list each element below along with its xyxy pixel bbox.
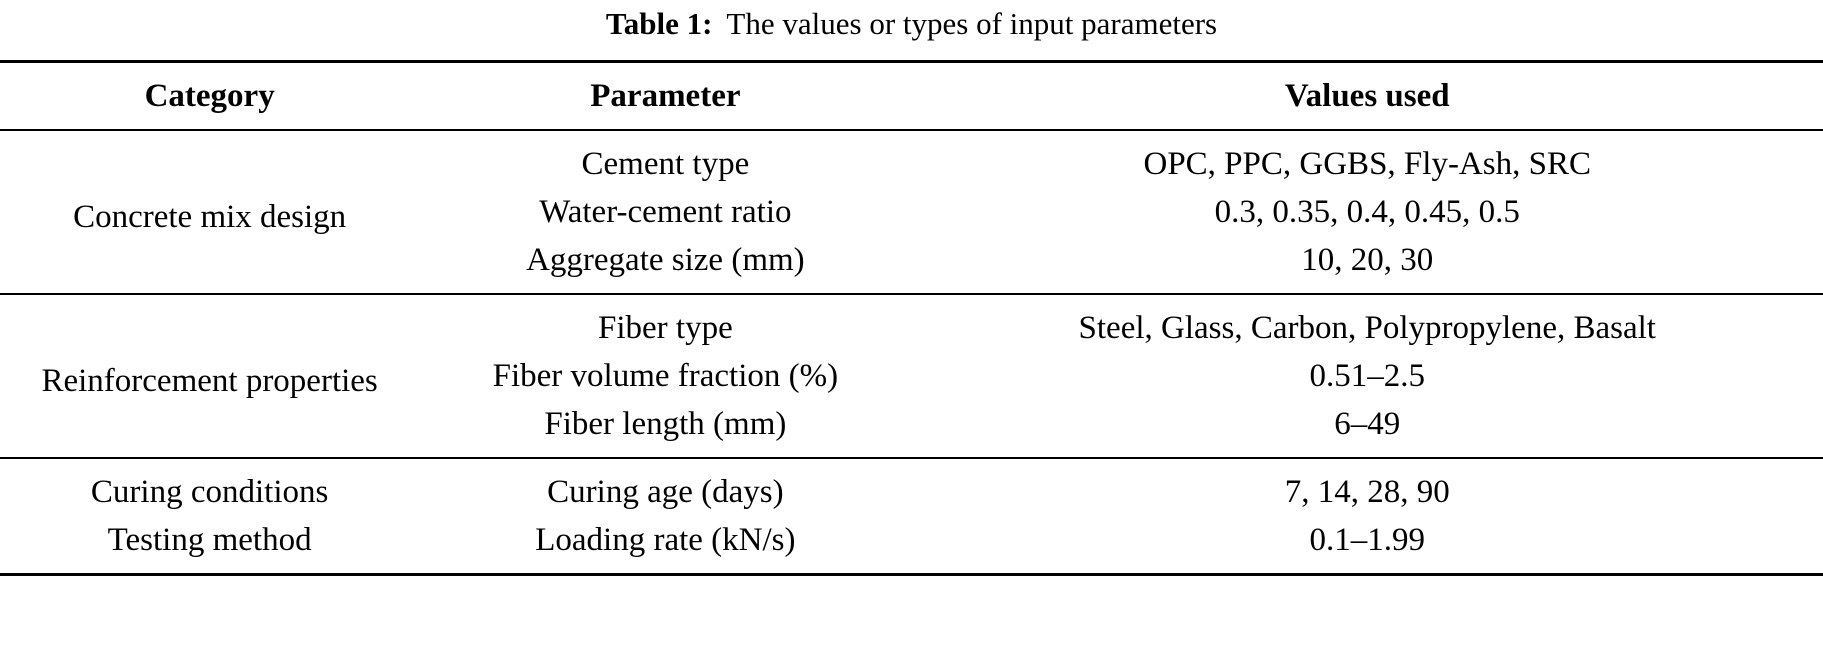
values-cell: 0.51–2.5 bbox=[1309, 358, 1425, 395]
group-concrete-mix-design: Concrete mix design Cement type OPC, PPC… bbox=[0, 130, 1823, 294]
table-row: Fiber length (mm) 6–49 bbox=[0, 400, 1823, 458]
table-row: Reinforcement properties Fiber type Stee… bbox=[0, 294, 1823, 399]
table-caption: Table 1: The values or types of input par… bbox=[0, 4, 1823, 44]
table-figure: Table 1: The values or types of input par… bbox=[0, 4, 1823, 577]
parameter-cell: Loading rate (kN/s) bbox=[535, 522, 796, 559]
values-cell: Steel, Glass, Carbon, Polypropylene, Bas… bbox=[1078, 310, 1656, 347]
table-row: Concrete mix design Cement type OPC, PPC… bbox=[0, 130, 1823, 235]
parameter-cell: Fiber volume fraction (%) bbox=[492, 358, 839, 395]
table-caption-label: Table 1: bbox=[605, 6, 713, 41]
parameter-cell: Curing age (days) bbox=[547, 474, 784, 511]
parameter-cell: Cement type bbox=[581, 146, 750, 183]
input-parameters-table: Category Parameter Values used Concrete … bbox=[0, 60, 1823, 577]
column-header-category: Category bbox=[0, 61, 420, 132]
column-header-values-used: Values used bbox=[911, 61, 1823, 132]
category-cell: Curing conditions bbox=[90, 474, 329, 511]
table-row: Curing conditions Curing age (days) 7, 1… bbox=[0, 458, 1823, 516]
values-cell: 7, 14, 28, 90 bbox=[1284, 474, 1450, 511]
group-reinforcement-properties: Reinforcement properties Fiber type Stee… bbox=[0, 294, 1823, 458]
parameter-cell: Fiber length (mm) bbox=[544, 406, 787, 443]
group-curing-and-testing: Curing conditions Curing age (days) 7, 1… bbox=[0, 458, 1823, 575]
table-row: Testing method Loading rate (kN/s) 0.1–1… bbox=[0, 516, 1823, 575]
table-caption-text: The values or types of input parameters bbox=[726, 6, 1218, 41]
category-cell: Concrete mix design bbox=[73, 198, 347, 235]
values-cell: 10, 20, 30 bbox=[1301, 242, 1434, 279]
category-cell: Testing method bbox=[107, 522, 312, 559]
table-row: Fiber volume fraction (%) 0.51–2.5 bbox=[0, 352, 1823, 400]
column-header-parameter: Parameter bbox=[419, 61, 912, 132]
parameter-cell: Fiber type bbox=[598, 310, 733, 347]
parameter-cell: Water-cement ratio bbox=[539, 194, 792, 231]
parameter-cell: Aggregate size (mm) bbox=[526, 242, 805, 279]
category-cell: Reinforcement properties bbox=[41, 362, 378, 399]
values-cell: 6–49 bbox=[1334, 406, 1401, 443]
values-cell: 0.1–1.99 bbox=[1309, 522, 1425, 559]
values-cell: OPC, PPC, GGBS, Fly-Ash, SRC bbox=[1143, 146, 1591, 183]
table-row: Aggregate size (mm) 10, 20, 30 bbox=[0, 236, 1823, 294]
values-cell: 0.3, 0.35, 0.4, 0.45, 0.5 bbox=[1214, 194, 1520, 231]
table-header-row: Category Parameter Values used bbox=[0, 61, 1823, 132]
table-row: Water-cement ratio 0.3, 0.35, 0.4, 0.45,… bbox=[0, 188, 1823, 236]
